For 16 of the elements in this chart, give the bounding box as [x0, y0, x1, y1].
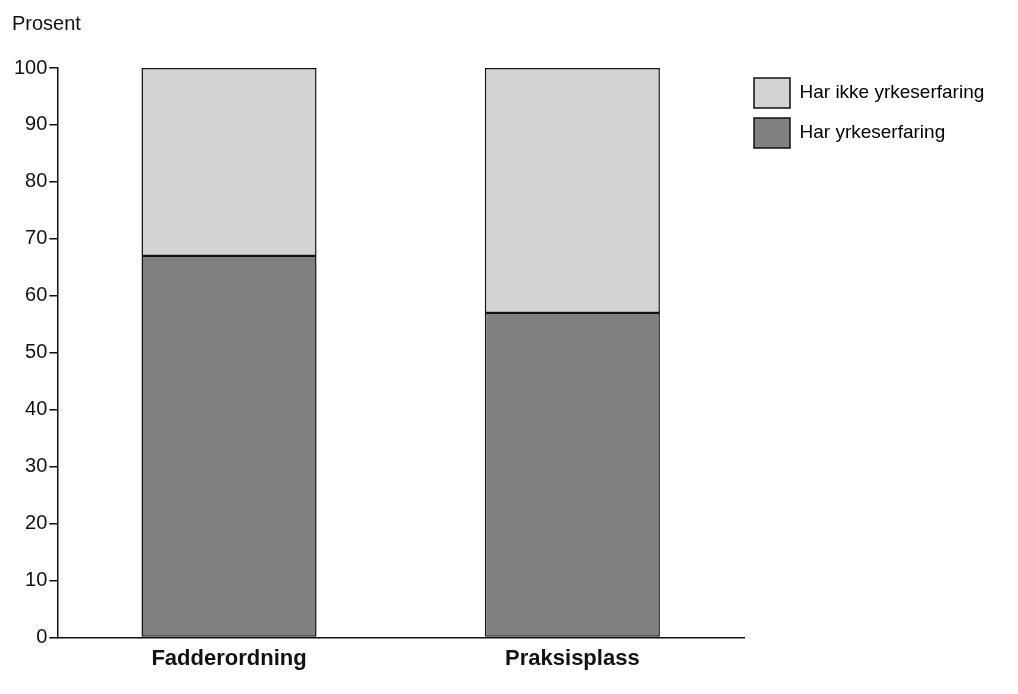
x-tick-label: Fadderordning: [151, 644, 307, 670]
y-tick-label: 60: [25, 283, 48, 306]
legend-label: Har ikke yrkeserfaring: [799, 81, 985, 103]
y-tick-label: 90: [25, 112, 48, 135]
y-tick-label: 80: [25, 169, 48, 192]
y-tick-label: 70: [25, 226, 48, 249]
legend-label: Har yrkeserfaring: [799, 121, 946, 143]
y-tick-label: 0: [36, 625, 48, 648]
y-tick-label: 50: [25, 340, 48, 363]
y-tick-label: 30: [25, 454, 48, 477]
x-tick-label: Praksisplass: [505, 644, 640, 670]
y-tick-label: 100: [13, 55, 48, 78]
y-axis-title: Prosent: [12, 11, 82, 34]
y-tick-label: 10: [25, 568, 48, 591]
y-tick-label: 40: [25, 397, 48, 420]
y-tick-label: 20: [25, 511, 48, 534]
